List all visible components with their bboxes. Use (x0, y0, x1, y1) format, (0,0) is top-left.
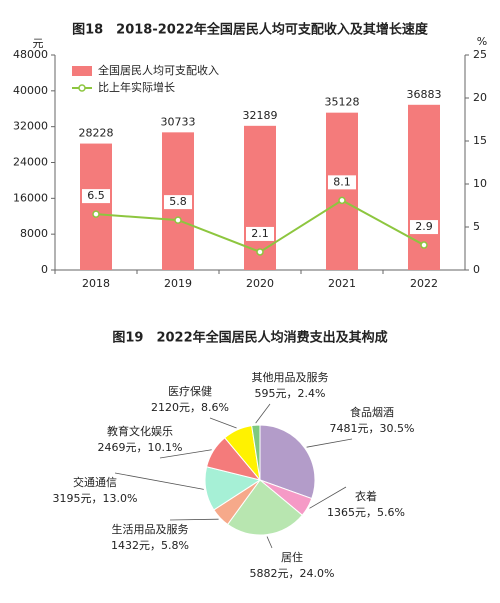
bar-value-label: 28228 (79, 127, 114, 140)
line-point (420, 241, 428, 249)
slice-label: 衣着 (355, 489, 377, 503)
slice-label: 医疗保健 (168, 384, 212, 398)
y-tick-label: 48000 (13, 48, 48, 61)
leader-line (114, 472, 204, 490)
leader-line (159, 449, 212, 459)
y-tick-label: 8000 (20, 227, 48, 240)
slice-value-label: 1432元，5.8% (111, 539, 189, 552)
y-tick-label: 32000 (13, 120, 48, 133)
leader-line (209, 417, 237, 429)
y2-tick-label: 25 (473, 48, 487, 61)
chart-title: 图19 2022年全国居民人均消费支出及其构成 (112, 330, 387, 346)
line-value-label: 5.8 (169, 195, 187, 208)
leader-line (309, 486, 347, 509)
y2-tick-label: 0 (473, 263, 480, 276)
y-axis-label: 元 (33, 37, 44, 50)
slice-label: 交通通信 (73, 475, 117, 489)
x-tick-label: 2018 (82, 277, 110, 290)
slice-value-label: 2469元，10.1% (98, 441, 183, 454)
slice-value-label: 7481元，30.5% (330, 422, 415, 435)
label-box (410, 220, 438, 235)
slice-value-label: 1365元，5.6% (327, 506, 405, 519)
slice-label: 居住 (281, 550, 303, 564)
y2-tick-label: 10 (473, 177, 487, 190)
bar (80, 143, 112, 270)
line-point (256, 248, 264, 256)
slice-label: 其他用品及服务 (252, 371, 329, 384)
bar-value-label: 30733 (161, 115, 196, 128)
slice-label: 生活用品及服务 (112, 522, 189, 536)
slice-value-label: 5882元，24.0% (250, 567, 335, 580)
pie-slice (251, 424, 261, 481)
line-point (338, 196, 346, 205)
line-value-label: 2.1 (251, 227, 269, 240)
bar (326, 112, 358, 271)
line-value-label: 2.9 (415, 220, 433, 233)
slice-value-label: 595元，2.4% (255, 387, 326, 400)
y-tick-label: 24000 (13, 156, 48, 169)
slice-value-label: 3195元，13.0% (53, 492, 138, 505)
bar-value-label: 36883 (407, 88, 442, 101)
x-tick-label: 2019 (164, 277, 192, 290)
label-box (164, 195, 192, 210)
x-tick-label: 2021 (328, 277, 356, 290)
x-tick-label: 2022 (410, 277, 438, 290)
label-box (82, 189, 110, 204)
label-box (328, 175, 356, 190)
slice-label: 食品烟酒 (350, 405, 394, 419)
line-point (92, 210, 100, 218)
y2-tick-label: 5 (473, 220, 480, 233)
label-box (246, 226, 274, 241)
pie-slice (259, 424, 316, 500)
leader-line (306, 438, 353, 448)
bar-value-label: 35128 (325, 96, 360, 109)
legend-marker (78, 84, 86, 92)
line-value-label: 8.1 (333, 175, 351, 188)
line-value-label: 6.5 (87, 189, 105, 202)
legend-swatch (72, 66, 92, 76)
y2-tick-label: 20 (473, 91, 487, 104)
y-tick-label: 16000 (13, 191, 48, 204)
chart-title: 图18 2018-2022年全国居民人均可支配收入及其增长速度 (72, 22, 429, 38)
leader-line (266, 536, 273, 549)
slice-value-label: 2120元，8.6% (151, 401, 229, 414)
y2-axis-label: % (477, 35, 487, 48)
leader-line (169, 518, 219, 521)
bar-value-label: 32189 (243, 109, 278, 122)
leader-line (255, 403, 271, 424)
legend-label: 全国居民人均可支配收入 (98, 63, 219, 77)
y-tick-label: 0 (41, 263, 48, 276)
legend-label: 比上年实际增长 (98, 80, 175, 94)
y-tick-label: 40000 (13, 84, 48, 97)
slice-label: 教育文化娱乐 (107, 424, 173, 438)
x-tick-label: 2020 (246, 277, 274, 290)
line-point (174, 216, 182, 224)
y2-tick-label: 15 (473, 134, 487, 147)
pie-slice (226, 479, 303, 536)
